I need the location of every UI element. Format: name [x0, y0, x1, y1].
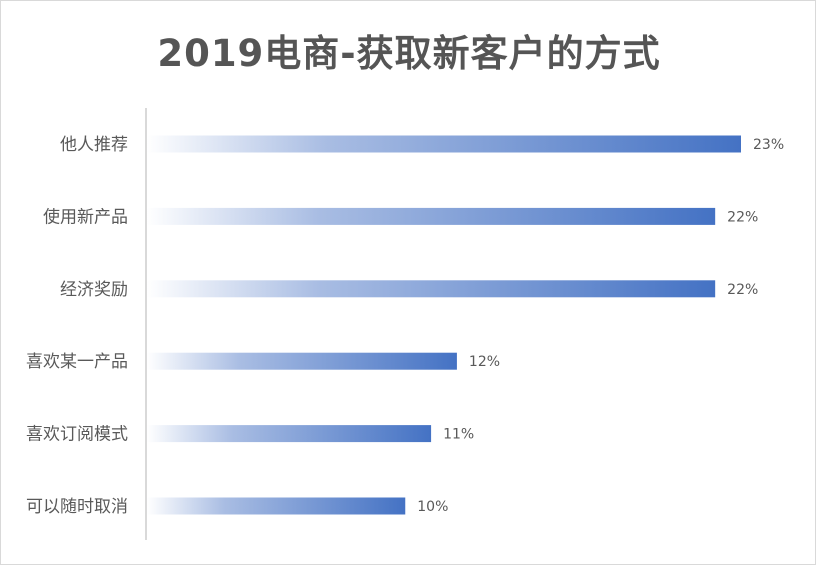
- bar: [147, 352, 457, 370]
- data-label: 10%: [417, 499, 448, 515]
- category-label: 他人推荐: [60, 135, 128, 155]
- bar: [147, 425, 432, 443]
- data-label: 11%: [443, 427, 474, 443]
- category-label: 经济奖励: [60, 280, 128, 300]
- data-label: 22%: [727, 209, 758, 225]
- category-label: 喜欢订阅模式: [26, 425, 128, 445]
- chart-title: 2019电商-获取新客户的方式: [157, 32, 661, 75]
- data-label: 22%: [727, 282, 758, 298]
- bar: [147, 280, 716, 298]
- category-label: 使用新产品: [43, 206, 128, 227]
- bar: [147, 497, 406, 515]
- bars-group: 他人推荐 23% 使用新产品 22% 经济奖励 22% 喜欢某一产品 12% 喜欢订阅模式 11%…: [26, 135, 784, 517]
- category-label: 喜欢某一产品: [26, 352, 128, 372]
- data-label: 23%: [753, 137, 784, 153]
- category-label: 可以随时取消: [26, 497, 128, 517]
- bar: [147, 207, 716, 225]
- data-label: 12%: [469, 354, 500, 370]
- bar: [147, 135, 741, 153]
